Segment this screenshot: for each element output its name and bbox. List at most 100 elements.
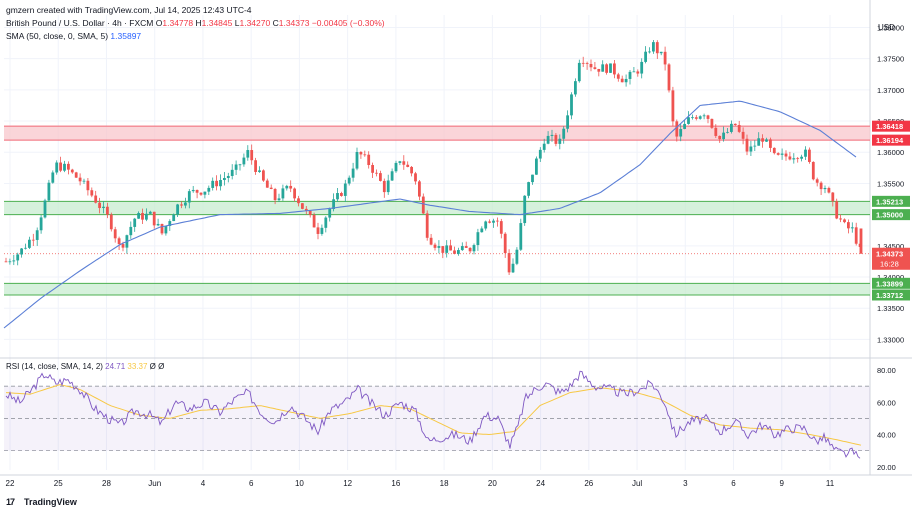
x-tick-label: 16 — [391, 479, 400, 488]
rsi-legend-part: 33.37 — [127, 362, 149, 371]
candle-body — [628, 71, 632, 79]
candle-body — [328, 209, 332, 218]
close-value: 1.34373 — [278, 18, 310, 28]
candle-body — [499, 221, 503, 234]
rsi-tick-label: 20.00 — [877, 463, 896, 472]
candle-body — [772, 147, 776, 154]
x-tick-label: 20 — [488, 479, 497, 488]
candle-body — [316, 227, 320, 234]
candle-body — [55, 162, 59, 173]
change-value: −0.00405 (−0.30%) — [311, 18, 385, 28]
candle-body — [285, 185, 289, 189]
candle-body — [714, 127, 718, 136]
symbol-title[interactable]: British Pound / U.S. Dollar · 4h · FXCM — [6, 18, 154, 28]
candle-body — [733, 123, 737, 125]
candle-body — [301, 203, 304, 209]
candle-body — [675, 121, 679, 137]
candle-body — [574, 81, 577, 95]
candle-body — [601, 64, 605, 72]
candle-body — [472, 245, 476, 252]
currency-label[interactable]: USD — [878, 23, 895, 32]
candle-body — [730, 123, 733, 132]
candle-body — [82, 180, 86, 182]
candle-body — [691, 117, 694, 119]
zone-price-tag — [872, 289, 910, 301]
candle-body — [223, 177, 226, 181]
candle-body — [43, 200, 47, 218]
candle-body — [28, 239, 31, 248]
candle-body — [273, 188, 277, 201]
candle-body — [367, 154, 371, 166]
candle-body — [570, 94, 573, 116]
support-zone — [4, 283, 870, 295]
candle-body — [605, 64, 608, 73]
candle-body — [308, 210, 312, 216]
candle-body — [523, 195, 527, 224]
candle-body — [429, 237, 433, 245]
candle-body — [722, 132, 725, 140]
open-value: 1.34778 — [162, 18, 194, 28]
candle-body — [382, 180, 386, 193]
sma-legend[interactable]: SMA (50, close, 0, SMA, 5) 1.35897 — [6, 31, 141, 41]
price-tick-label: 1.38000 — [877, 23, 904, 32]
candle-body — [648, 51, 651, 53]
sma-value: 1.35897 — [110, 31, 142, 41]
x-tick-label: 28 — [102, 479, 111, 488]
candle-body — [156, 223, 160, 226]
candle-body — [20, 248, 23, 255]
brand-footer[interactable]: 17 TradingView — [6, 497, 77, 507]
candle-body — [269, 187, 273, 189]
rsi-legend-part: 24.71 — [105, 362, 127, 371]
zone-price-label: 1.36418 — [876, 122, 903, 131]
x-tick-label: 3 — [683, 479, 688, 488]
candle-body — [433, 244, 437, 248]
candle-body — [815, 179, 819, 183]
candle-body — [468, 247, 472, 252]
candle-body — [593, 67, 597, 69]
candle-body — [418, 181, 421, 197]
rsi-last-tag — [872, 454, 910, 465]
candle-body — [293, 188, 296, 199]
candle-body — [12, 260, 16, 262]
high-label: H — [195, 18, 202, 28]
candle-body — [262, 170, 265, 181]
candle-body — [191, 189, 195, 192]
candle-body — [577, 62, 581, 82]
candle-body — [47, 182, 51, 201]
x-tick-label: 9 — [780, 479, 785, 488]
candle-body — [265, 180, 269, 188]
x-tick-label: Jul — [632, 479, 642, 488]
candle-body — [542, 143, 546, 150]
candle-body — [800, 156, 803, 159]
candle-body — [359, 151, 363, 155]
candle-body — [86, 180, 90, 191]
candle-body — [199, 192, 203, 195]
zone-price-tag — [872, 120, 910, 132]
candle-body — [589, 63, 593, 68]
open-label: O — [155, 18, 163, 28]
candle-body — [394, 162, 398, 172]
candle-body — [78, 177, 82, 182]
candle-body — [655, 42, 659, 54]
candle-body — [819, 182, 823, 190]
candle-body — [250, 150, 254, 161]
candle-body — [211, 180, 215, 188]
x-tick-label: 18 — [440, 479, 449, 488]
candle-body — [203, 191, 207, 195]
candle-body — [226, 175, 230, 178]
candle-body — [98, 202, 101, 209]
price-tick-label: 1.34500 — [877, 242, 904, 251]
candle-body — [379, 173, 382, 181]
candle-body — [808, 149, 811, 162]
candle-body — [172, 214, 176, 222]
resistance-zone — [4, 126, 870, 141]
candle-body — [765, 139, 768, 142]
x-tick-label: 10 — [295, 479, 304, 488]
candle-body — [453, 250, 456, 254]
candle-body — [706, 115, 710, 119]
candle-body — [289, 185, 293, 189]
candle-body — [698, 116, 702, 119]
zone-price-label: 1.33712 — [876, 291, 903, 300]
candle-body — [371, 165, 374, 173]
